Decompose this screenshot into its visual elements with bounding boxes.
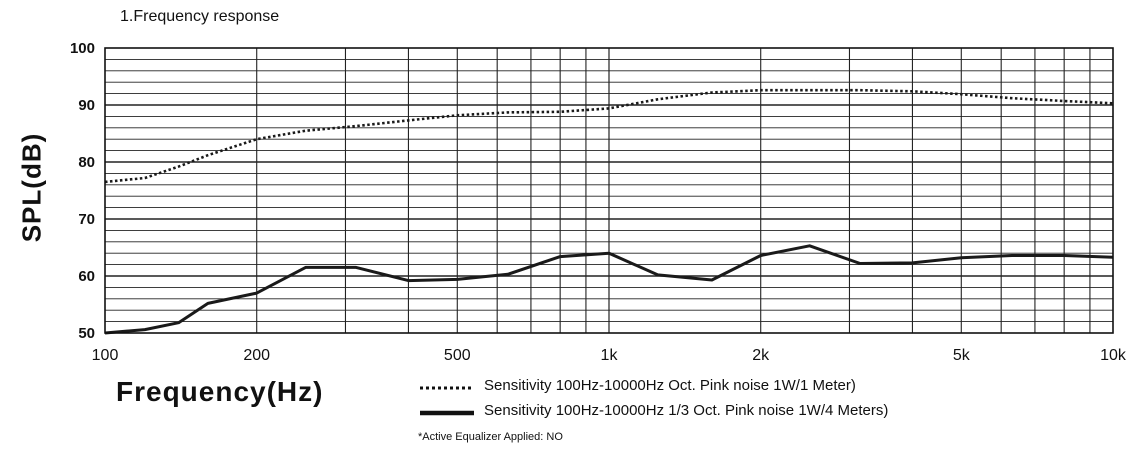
series-line-oct-dotted [104, 88, 1114, 184]
series-layer [104, 88, 1114, 335]
plot-frame [104, 47, 1114, 334]
y-tick-label: 50 [78, 325, 95, 342]
x-tick-label: 200 [243, 347, 270, 364]
legend-swatch-dotted [420, 386, 474, 390]
x-tick-label: 1k [601, 347, 619, 364]
y-tick-label: 60 [78, 268, 95, 285]
x-axis-label: Frequency(Hz) [116, 376, 324, 407]
legend-swatch-solid [420, 410, 474, 416]
y-tick-label: 70 [78, 211, 95, 228]
legend-label-1: Sensitivity 100Hz-10000Hz Oct. Pink nois… [484, 377, 856, 394]
major-grid [105, 104, 1113, 277]
series-line-third-oct-solid [104, 244, 1114, 335]
x-tick-labels: 100 200 500 1k 2k 5k 10k [92, 347, 1127, 364]
y-tick-labels: 50 60 70 80 90 100 [70, 40, 95, 342]
chart-title: 1.Frequency response [120, 8, 280, 25]
legend-label-2: Sensitivity 100Hz-10000Hz 1/3 Oct. Pink … [484, 402, 889, 419]
minor-grid [105, 48, 1113, 333]
footnote: *Active Equalizer Applied: NO [418, 431, 563, 443]
y-axis-label: SPL(dB) [16, 132, 47, 243]
x-tick-label: 100 [92, 347, 119, 364]
x-tick-label: 2k [752, 347, 770, 364]
x-tick-label: 10k [1100, 347, 1127, 364]
y-tick-label: 90 [78, 97, 95, 114]
x-tick-label: 500 [444, 347, 471, 364]
y-tick-label: 80 [78, 154, 95, 171]
x-tick-label: 5k [953, 347, 971, 364]
y-tick-label: 100 [70, 40, 95, 57]
